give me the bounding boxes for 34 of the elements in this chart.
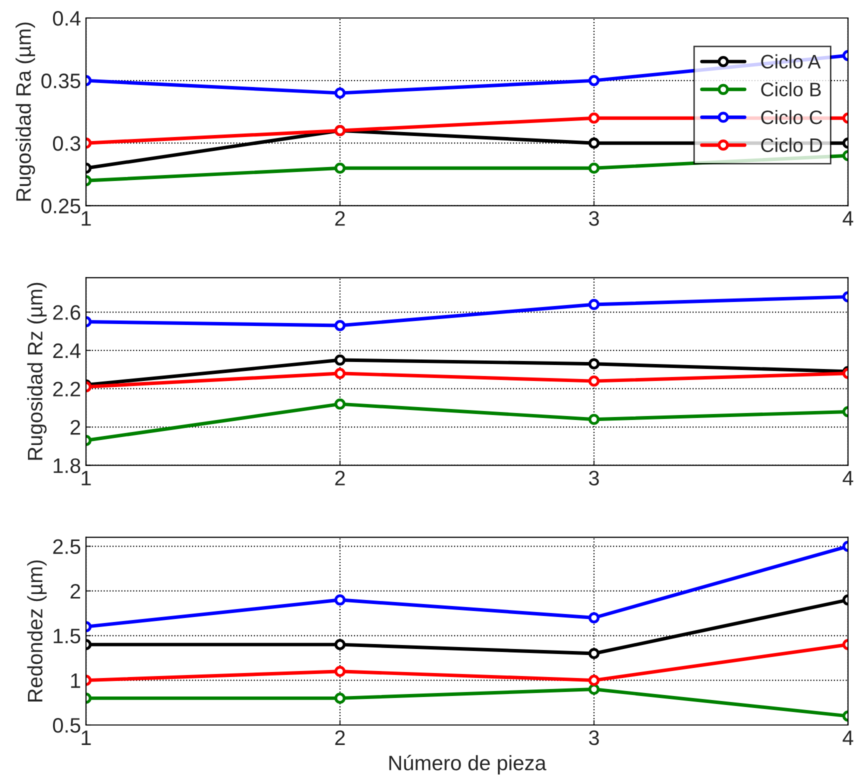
y-axis-title: Rugosidad Rz (µm) xyxy=(27,282,47,460)
y-tick-label: 2 xyxy=(70,420,80,435)
y-tick-label: 1.5 xyxy=(54,628,80,644)
x-tick-label: 4 xyxy=(842,211,854,226)
x-tick-label: 4 xyxy=(842,470,854,486)
legend-label: Ciclo A xyxy=(761,54,821,69)
y-tick-label: 0.35 xyxy=(41,74,80,88)
y-tick-label: 2.4 xyxy=(53,343,81,358)
x-tick-label: 3 xyxy=(589,730,599,746)
y-tick-label: 2 xyxy=(70,584,80,598)
x-tick-label: 2 xyxy=(335,730,345,745)
y-tick-label: 2.6 xyxy=(53,305,80,320)
y-tick-label: 0.25 xyxy=(41,198,80,214)
y-tick-label: 2.2 xyxy=(53,382,80,396)
y-tick-label: 0.3 xyxy=(52,136,80,151)
y-axis-title: Redondez (µm) xyxy=(27,560,47,702)
x-tick-label: 3 xyxy=(589,470,599,486)
y-tick-label: 2.5 xyxy=(53,539,80,554)
legend-label: Ciclo D xyxy=(761,138,822,152)
y-tick-label: 0.4 xyxy=(52,11,81,26)
y-tick-label: 0.5 xyxy=(52,718,80,733)
x-tick-label: 2 xyxy=(335,211,345,226)
y-axis-title: Rugosidad Ra (µm) xyxy=(16,22,36,201)
y-tick-label: 1.8 xyxy=(54,458,80,474)
legend-label: Ciclo B xyxy=(761,82,821,96)
legend-label: Ciclo C xyxy=(761,110,822,124)
y-tick-label: 1 xyxy=(71,674,80,688)
x-tick-label: 1 xyxy=(82,730,91,745)
x-tick-label: 3 xyxy=(589,211,599,226)
x-tick-label: 1 xyxy=(82,211,91,226)
x-tick-label: 4 xyxy=(842,730,854,745)
x-tick-label: 2 xyxy=(335,470,345,486)
x-axis-title: Número de pieza xyxy=(389,754,546,774)
x-tick-label: 1 xyxy=(82,470,91,486)
